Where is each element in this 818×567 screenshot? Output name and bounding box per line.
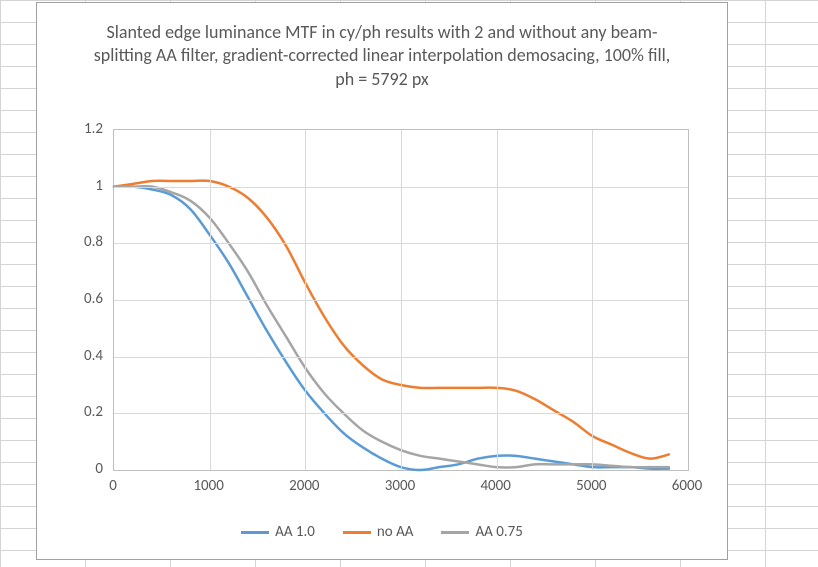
- legend-label: AA 0.75: [475, 523, 522, 541]
- series-line: [114, 181, 669, 459]
- series-line: [114, 186, 669, 467]
- x-tick-label: 2000: [274, 477, 334, 495]
- y-tick-label: 1.2: [53, 120, 103, 138]
- chart-container: Slanted edge luminance MTF in cy/ph resu…: [36, 2, 728, 560]
- x-tick-label: 4000: [466, 477, 526, 495]
- y-tick-label: 0: [53, 460, 103, 478]
- y-tick-label: 0.2: [53, 403, 103, 421]
- legend-item: AA 0.75: [441, 523, 522, 541]
- legend-swatch-icon: [343, 531, 371, 534]
- x-tick-label: 5000: [561, 477, 621, 495]
- x-tick-label: 1000: [179, 477, 239, 495]
- series-line: [114, 186, 669, 470]
- plot-area: [113, 129, 689, 471]
- chart-legend: AA 1.0 no AA AA 0.75: [37, 523, 727, 541]
- y-tick-label: 0.6: [53, 290, 103, 308]
- y-tick-label: 0.4: [53, 347, 103, 365]
- x-tick-label: 6000: [657, 477, 717, 495]
- legend-label: AA 1.0: [275, 523, 315, 541]
- legend-swatch-icon: [241, 531, 269, 534]
- legend-label: no AA: [377, 523, 414, 541]
- y-tick-label: 0.8: [53, 233, 103, 251]
- chart-title: Slanted edge luminance MTF in cy/ph resu…: [37, 21, 727, 91]
- legend-item: AA 1.0: [241, 523, 315, 541]
- x-tick-label: 3000: [370, 477, 430, 495]
- x-tick-label: 0: [83, 477, 143, 495]
- y-tick-label: 1: [53, 177, 103, 195]
- legend-swatch-icon: [441, 531, 469, 534]
- legend-item: no AA: [343, 523, 414, 541]
